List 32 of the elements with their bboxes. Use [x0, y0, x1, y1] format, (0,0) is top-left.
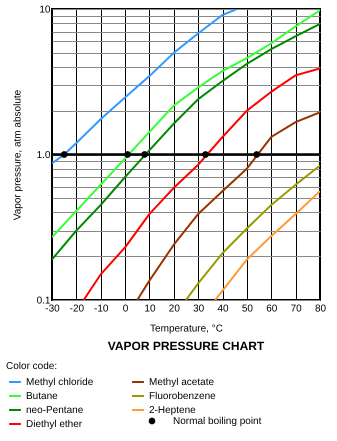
legend-label: Methyl chloride — [26, 377, 94, 388]
line-series — [214, 190, 320, 300]
x-axis-title: Temperature, °C — [150, 324, 223, 334]
x-tick-label: 10 — [144, 304, 156, 314]
text: VAPOR PRESSURE CHART — [108, 339, 265, 353]
y-tick-label: 1.0 — [36, 150, 51, 161]
x-tick-label: 60 — [266, 304, 278, 314]
x-tick-label: 0 — [122, 304, 129, 314]
x-tick-label: 20 — [168, 304, 180, 314]
y-tick-label: 10 — [39, 4, 51, 16]
line-series — [136, 111, 320, 300]
line-series — [52, 9, 238, 164]
legend-label: Normal boiling point — [173, 416, 262, 427]
line-series — [185, 164, 320, 300]
x-tick-label: 30 — [193, 304, 205, 314]
legend-label: Methyl acetate — [149, 377, 214, 388]
legend-label: Butane — [26, 391, 58, 402]
legend-label: 2-Heptene — [149, 405, 196, 416]
legend-label: neo-Pentane — [26, 405, 84, 416]
x-tick-label: -10 — [94, 304, 109, 314]
x-tick-label: -20 — [70, 304, 85, 314]
legend-label: Diethyl ether — [26, 419, 83, 430]
legend-label: Fluorobenzene — [149, 391, 216, 402]
legend-title: Color code: — [6, 361, 58, 372]
x-tick-label: 70 — [290, 304, 302, 314]
y-axis-title: Vapor pressure, atm absolute — [12, 89, 24, 220]
x-tick-label: 80 — [314, 304, 326, 314]
line-series — [82, 68, 320, 300]
x-tick-label: -30 — [45, 304, 60, 314]
y-tick-label: 0.1 — [36, 296, 51, 306]
x-tick-label: 50 — [242, 304, 254, 314]
x-tick-label: 40 — [217, 304, 230, 314]
